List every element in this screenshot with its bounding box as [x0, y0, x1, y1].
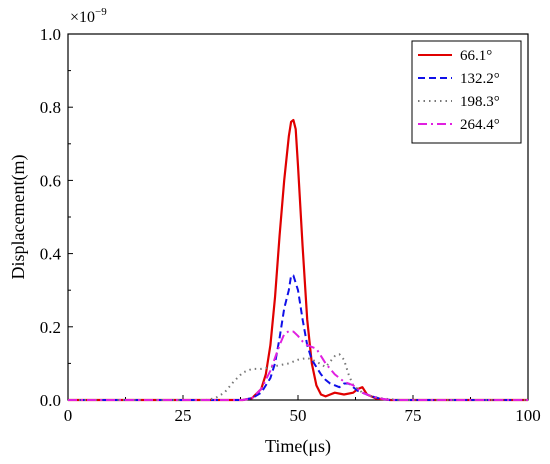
legend-label: 198.3°	[460, 94, 500, 110]
x-axis-label: Time(μs)	[265, 436, 331, 457]
x-tick-label: 100	[515, 406, 541, 425]
x-axis: 0 25 50 75 100	[64, 395, 541, 425]
legend-items: 66.1° 132.2° 198.3° 264.4°	[418, 48, 500, 133]
x-tick-label: 25	[175, 406, 192, 425]
legend-label: 132.2°	[460, 71, 500, 87]
y-tick-label: 0.8	[40, 98, 61, 117]
x-tick-label: 75	[405, 406, 422, 425]
legend-label: 66.1°	[460, 48, 492, 64]
legend-label: 264.4°	[460, 117, 500, 133]
legend-box	[411, 40, 522, 144]
x-tick-label: 0	[64, 406, 73, 425]
series-line-2	[68, 274, 528, 401]
y-tick-label: 0.6	[40, 171, 61, 190]
series-line-3	[68, 353, 528, 401]
x-tick-label: 50	[290, 406, 307, 425]
y-tick-label: 0.4	[40, 245, 62, 264]
y-scale-multiplier: ×10−9	[70, 6, 107, 26]
legend: 66.1° 132.2° 198.3° 264.4°	[411, 40, 522, 144]
y-tick-label: 1.0	[40, 25, 61, 44]
y-axis-label: Displacement(m)	[8, 155, 29, 280]
series-line-4	[68, 330, 528, 401]
y-axis: 0.0 0.2 0.4 0.6 0.8 1.0	[40, 25, 73, 410]
y-tick-label: 0.2	[40, 318, 61, 337]
series-layer	[68, 118, 528, 402]
y-tick-label: 0.0	[40, 391, 61, 410]
series-line-1	[68, 118, 528, 402]
